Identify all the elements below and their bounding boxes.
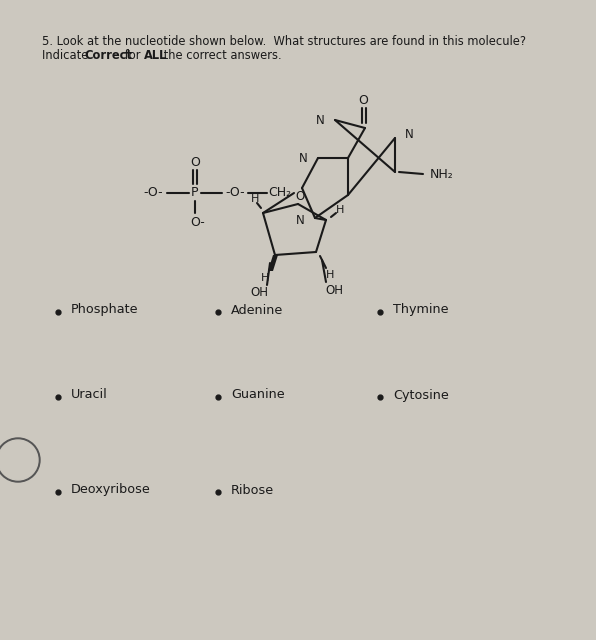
- Text: NH₂: NH₂: [430, 168, 454, 180]
- Text: H: H: [261, 273, 269, 283]
- Circle shape: [0, 438, 40, 482]
- Polygon shape: [268, 255, 278, 271]
- Circle shape: [0, 440, 38, 480]
- Text: N: N: [299, 152, 308, 164]
- Text: H: H: [251, 194, 259, 204]
- Text: Correct: Correct: [84, 49, 132, 62]
- Text: OH: OH: [325, 284, 343, 296]
- Text: O: O: [296, 191, 305, 204]
- Text: Thymine: Thymine: [393, 303, 449, 317]
- Text: H: H: [326, 270, 334, 280]
- Text: O: O: [190, 157, 200, 170]
- Text: the correct answers.: the correct answers.: [160, 49, 281, 62]
- Text: for: for: [121, 49, 144, 62]
- Text: N: N: [296, 214, 305, 227]
- Text: OH: OH: [250, 287, 268, 300]
- Text: O-: O-: [191, 216, 206, 230]
- Text: Uracil: Uracil: [71, 388, 108, 401]
- Text: Ribose: Ribose: [231, 483, 274, 497]
- Text: N: N: [405, 129, 414, 141]
- Text: 5. Look at the nucleotide shown below.  What structures are found in this molecu: 5. Look at the nucleotide shown below. W…: [42, 35, 526, 48]
- Text: -O-: -O-: [143, 186, 163, 200]
- Text: Phosphate: Phosphate: [71, 303, 138, 317]
- Text: P: P: [191, 186, 198, 200]
- Text: ALL: ALL: [144, 49, 167, 62]
- Text: N: N: [316, 113, 325, 127]
- Text: O: O: [358, 93, 368, 106]
- Text: Cytosine: Cytosine: [393, 388, 449, 401]
- Text: Guanine: Guanine: [231, 388, 285, 401]
- Text: H: H: [336, 205, 344, 215]
- Text: Adenine: Adenine: [231, 303, 283, 317]
- Text: Indicate: Indicate: [42, 49, 92, 62]
- Text: CH₂: CH₂: [268, 186, 291, 200]
- Text: Deoxyribose: Deoxyribose: [71, 483, 151, 497]
- Text: -O-: -O-: [225, 186, 245, 200]
